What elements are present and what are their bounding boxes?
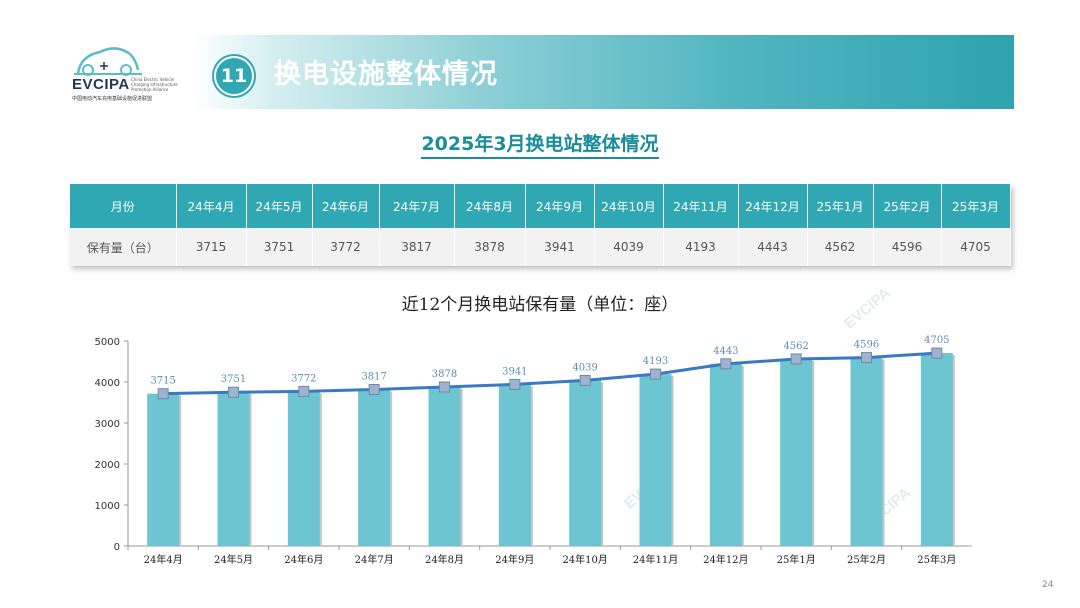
bar xyxy=(147,393,180,546)
data-point xyxy=(931,347,943,359)
table-header-cell: 24年6月 xyxy=(312,184,380,228)
logo-cn-text: 中国电动汽车充电基础设施促进联盟 xyxy=(72,96,153,102)
page-title: 换电设施整体情况 xyxy=(274,59,498,90)
x-tick-label: 25年1月 xyxy=(777,553,816,566)
bar xyxy=(920,353,953,546)
table-header-cell: 24年8月 xyxy=(454,184,526,228)
x-tick-label: 24年7月 xyxy=(355,553,394,566)
table-header-cell: 月份 xyxy=(70,184,177,228)
bar xyxy=(780,358,813,546)
x-tick-label: 24年4月 xyxy=(144,553,183,566)
data-point xyxy=(861,352,872,364)
y-tick-label: 2000 xyxy=(95,460,120,471)
x-tick-label: 24年11月 xyxy=(633,553,678,566)
table-cell: 4039 xyxy=(594,228,664,266)
table-header-cell: 24年11月 xyxy=(663,184,739,228)
data-point xyxy=(157,388,169,400)
table-cell: 4562 xyxy=(807,228,874,266)
bar xyxy=(498,384,531,546)
data-label: 3817 xyxy=(361,372,386,383)
bar xyxy=(709,363,742,546)
logo-small-text: China Electric Vehicle Charging Infrastr… xyxy=(131,77,178,92)
table-cell: 3751 xyxy=(246,228,313,266)
x-tick-label: 24年12月 xyxy=(703,553,748,566)
table-cell: 3817 xyxy=(379,228,455,266)
x-tick-label: 25年3月 xyxy=(917,553,956,566)
x-tick-label: 25年2月 xyxy=(847,553,886,566)
table-cell: 4705 xyxy=(941,228,1011,266)
table-header-cell: 24年10月 xyxy=(594,184,664,228)
data-point xyxy=(579,374,591,386)
table-header-cell: 24年12月 xyxy=(738,184,808,228)
data-label: 3715 xyxy=(150,376,175,387)
data-label: 4596 xyxy=(854,340,879,351)
data-label: 3772 xyxy=(291,373,316,384)
chart-title: 近12个月换电站保有量（单位：座） xyxy=(401,295,679,315)
table-cell: 4193 xyxy=(663,228,739,266)
data-label: 4193 xyxy=(643,356,668,367)
x-tick-label: 24年8月 xyxy=(425,553,464,566)
data-point xyxy=(298,385,310,397)
data-label: 4443 xyxy=(713,346,738,357)
table-cell: 4443 xyxy=(738,228,808,266)
section-number-badge: 11 xyxy=(214,56,254,96)
data-label: 4705 xyxy=(924,335,949,346)
y-tick-label: 4000 xyxy=(95,378,120,389)
table-header-cell: 25年2月 xyxy=(873,184,942,228)
y-tick-label: 1000 xyxy=(95,501,120,512)
data-label: 3751 xyxy=(221,374,246,385)
y-tick-label: 5000 xyxy=(95,337,120,348)
page-number: 24 xyxy=(1042,580,1054,590)
bar xyxy=(639,374,672,546)
table-header-cell: 24年4月 xyxy=(176,184,247,228)
bar xyxy=(358,389,391,546)
bar xyxy=(850,357,883,546)
table-row: 保有量（台） 3715 3751 3772 3817 3878 3941 403… xyxy=(70,228,1011,266)
data-label: 3941 xyxy=(502,366,527,377)
section-subtitle: 2025年3月换电站整体情况 xyxy=(0,129,1080,159)
table-header-cell: 25年3月 xyxy=(941,184,1011,228)
table-cell: 3878 xyxy=(454,228,526,266)
data-point xyxy=(720,358,732,370)
table-header-row: 月份 24年4月 24年5月 24年6月 24年7月 24年8月 24年9月 2… xyxy=(70,184,1011,228)
x-tick-label: 24年9月 xyxy=(495,553,534,566)
evcipa-logo xyxy=(74,47,142,76)
header-banner xyxy=(192,35,1014,109)
data-label: 4039 xyxy=(572,362,597,373)
data-label: 4562 xyxy=(783,341,808,352)
table-cell: 4596 xyxy=(873,228,942,266)
table-cell: 3941 xyxy=(525,228,595,266)
data-point xyxy=(790,353,802,365)
data-point xyxy=(228,386,239,398)
data-point xyxy=(368,384,380,396)
data-label: 3878 xyxy=(432,369,457,380)
table-cell: 3772 xyxy=(312,228,380,266)
x-tick-label: 24年6月 xyxy=(284,553,323,566)
bar xyxy=(569,380,602,546)
table-header-cell: 24年7月 xyxy=(379,184,455,228)
series-line xyxy=(163,351,937,396)
table-cell: 3715 xyxy=(176,228,247,266)
data-point xyxy=(650,368,661,380)
data-table: 月份 24年4月 24年5月 24年6月 24年7月 24年8月 24年9月 2… xyxy=(70,184,1011,266)
bar xyxy=(217,392,250,546)
table-header-cell: 24年9月 xyxy=(525,184,595,228)
table-header-cell: 25年1月 xyxy=(807,184,874,228)
data-point xyxy=(439,381,450,393)
logo-word: EVCIPA xyxy=(72,76,130,93)
table-header-cell: 24年5月 xyxy=(246,184,313,228)
bar xyxy=(428,387,461,546)
data-point xyxy=(509,378,521,390)
y-tick-label: 3000 xyxy=(95,419,120,430)
x-tick-label: 24年10月 xyxy=(562,553,607,566)
y-tick-label: 0 xyxy=(114,542,120,553)
bar xyxy=(287,391,320,546)
x-tick-label: 24年5月 xyxy=(214,553,253,566)
table-cell: 保有量（台） xyxy=(70,228,177,266)
